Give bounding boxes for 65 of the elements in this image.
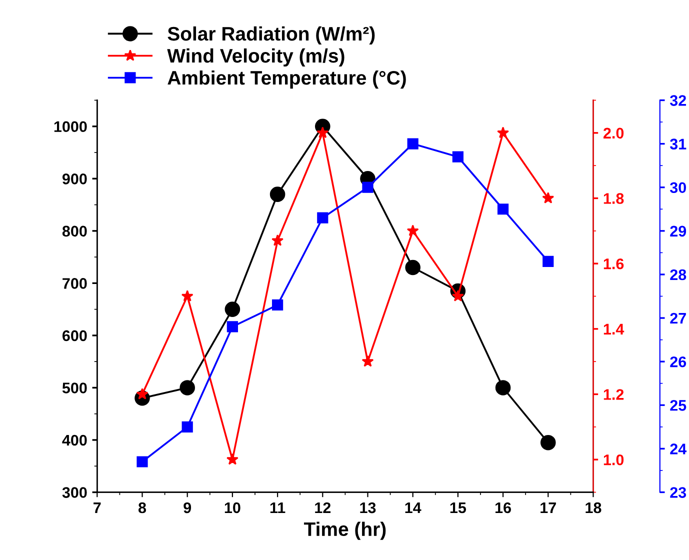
y-tick-label: 900 [62,174,87,184]
y2-tick-label: 1.6 [604,258,624,270]
y3-tick-label: 25 [670,400,686,411]
point [542,256,554,267]
y3-tick-label: 26 [670,356,686,368]
x-tick-label: 13 [360,502,376,514]
y2-tick-label: 1.8 [604,193,624,204]
x-tick-label: 16 [496,502,511,514]
y2-tick-label: 1.4 [604,324,624,334]
point [224,302,240,317]
y3-tick-label: 30 [670,182,686,194]
x-tick-label: 10 [224,502,240,514]
legend-label: Ambient Temperature (°C) [168,70,406,89]
point [272,234,284,246]
y3-tick-label: 27 [670,312,686,324]
y-tick-label: 800 [62,226,87,237]
point [136,388,148,400]
y-tick-label: 700 [62,278,87,289]
point [542,192,554,204]
y-tick-label: 1000 [54,121,87,132]
y2-tick-label: 2.0 [603,128,624,139]
point [407,138,418,150]
point [270,186,286,202]
point [362,355,374,367]
x-tick-label: 15 [450,502,466,514]
point [406,224,419,236]
point [272,299,284,311]
point [317,212,328,224]
legend-label: Wind Velocity (m/s) [167,48,344,67]
y-tick-label: 300 [62,487,87,498]
y3-tick-label: 23 [670,487,686,498]
point [180,380,195,396]
y-tick-label: 600 [62,330,87,342]
x-tick-label: 12 [315,502,331,514]
point [182,421,193,432]
x-tick-label: 7 [94,502,101,514]
x-tick-label: 18 [586,502,602,514]
point [405,260,420,276]
point [226,453,238,465]
point [497,204,509,215]
x-axis-title: Time (hr) [304,522,386,540]
y3-tick-label: 31 [670,138,686,150]
x-tick-label: 17 [540,502,556,514]
point [452,151,464,162]
legend-label: Solar Radiation (W/m²) [168,26,375,45]
point [540,434,556,450]
x-tick-label: 14 [405,502,422,514]
point [181,290,194,302]
y3-tick-label: 29 [670,226,686,237]
y3-tick-label: 32 [670,95,686,106]
point [226,321,238,332]
y3-tick-label: 24 [670,444,687,454]
y-tick-label: 500 [62,382,87,394]
point [316,126,329,138]
y2-tick-label: 1.0 [604,454,624,466]
x-tick-label: 8 [138,502,146,514]
point [497,126,510,138]
y-tick-label: 400 [62,434,87,446]
x-tick-label: 11 [270,502,286,514]
point [495,380,511,396]
y3-tick-label: 28 [670,269,686,280]
y2-tick-label: 1.2 [604,389,624,400]
point [136,456,148,468]
x-tick-label: 9 [184,502,192,514]
point [362,182,374,193]
